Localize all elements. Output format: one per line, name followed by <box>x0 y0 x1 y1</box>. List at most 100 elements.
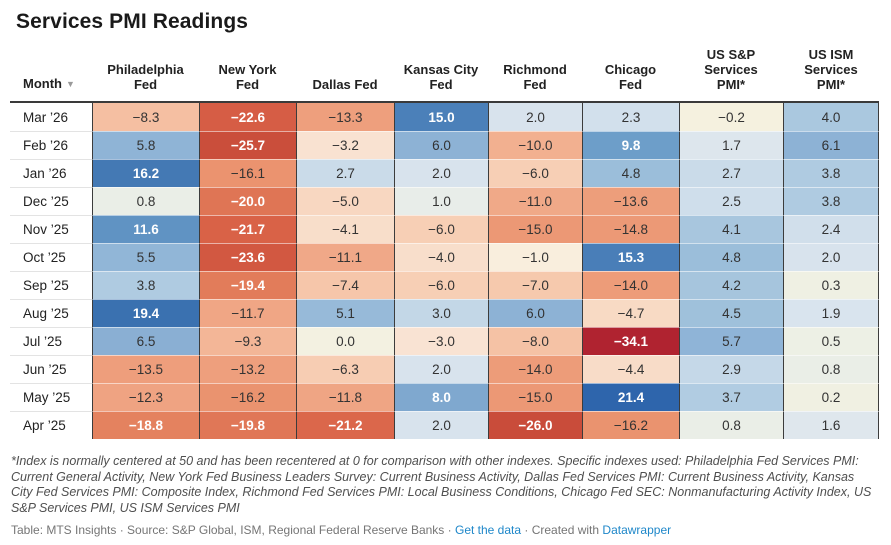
pmi-cell: 0.3 <box>783 271 879 299</box>
pmi-cell: −21.7 <box>199 215 296 243</box>
pmi-cell: 11.6 <box>92 215 199 243</box>
pmi-cell: −23.6 <box>199 243 296 271</box>
pmi-cell: −19.4 <box>199 271 296 299</box>
month-cell: Oct ’25 <box>10 243 92 271</box>
pmi-cell: −13.6 <box>582 187 679 215</box>
header-row: Month ▼ Philadelphia Fed New York Fed Dallas… <box>10 47 879 103</box>
pmi-cell: −13.5 <box>92 355 199 383</box>
pmi-cell: 2.3 <box>582 103 679 131</box>
pmi-cell: −21.2 <box>296 411 394 439</box>
services-pmi-table: Month ▼ Philadelphia Fed New York Fed Dallas… <box>10 47 879 439</box>
pmi-cell: 6.1 <box>783 131 879 159</box>
table-row: Apr ’25 −18.8 −19.8 −21.2 2.0 −26.0 −16.2 0.8 1.… <box>10 411 879 439</box>
pmi-cell: 3.7 <box>679 383 783 411</box>
pmi-cell: −13.3 <box>296 103 394 131</box>
pmi-cell: −22.6 <box>199 103 296 131</box>
pmi-cell: −3.0 <box>394 327 488 355</box>
pmi-cell: 5.8 <box>92 131 199 159</box>
table-row: Jun ’25 −13.5 −13.2 −6.3 2.0 −14.0 −4.4 2.9 0.8 <box>10 355 879 383</box>
pmi-cell: 19.4 <box>92 299 199 327</box>
pmi-cell: 4.8 <box>679 243 783 271</box>
pmi-cell: 2.4 <box>783 215 879 243</box>
created-with-text: · Created with <box>521 523 603 537</box>
pmi-cell: −3.2 <box>296 131 394 159</box>
column-header-month[interactable]: Month ▼ <box>10 47 92 103</box>
pmi-cell: −6.0 <box>488 159 582 187</box>
pmi-cell: −20.0 <box>199 187 296 215</box>
pmi-cell: 3.8 <box>92 271 199 299</box>
pmi-cell: −4.4 <box>582 355 679 383</box>
pmi-cell: 1.9 <box>783 299 879 327</box>
column-header-new-york-fed[interactable]: New York Fed <box>199 47 296 103</box>
pmi-cell: 0.8 <box>92 187 199 215</box>
pmi-cell: 6.0 <box>488 299 582 327</box>
pmi-cell: 9.8 <box>582 131 679 159</box>
month-cell: May ’25 <box>10 383 92 411</box>
pmi-cell: −6.0 <box>394 271 488 299</box>
month-cell: Feb ’26 <box>10 131 92 159</box>
datawrapper-link[interactable]: Datawrapper <box>602 523 672 537</box>
pmi-cell: −4.0 <box>394 243 488 271</box>
pmi-cell: −4.7 <box>582 299 679 327</box>
pmi-cell: 0.2 <box>783 383 879 411</box>
column-header-chicago-fed[interactable]: Chicago Fed <box>582 47 679 103</box>
pmi-cell: 2.7 <box>296 159 394 187</box>
column-header-philadelphia-fed[interactable]: Philadelphia Fed <box>92 47 199 103</box>
pmi-cell: 0.8 <box>783 355 879 383</box>
table-body: Mar ’26 −8.3 −22.6 −13.3 15.0 2.0 2.3 −0.2 4.0 Fe… <box>10 103 879 439</box>
pmi-cell: 1.0 <box>394 187 488 215</box>
pmi-cell: −11.7 <box>199 299 296 327</box>
pmi-cell: −10.0 <box>488 131 582 159</box>
month-cell: Jan ’26 <box>10 159 92 187</box>
page-title: Services PMI Readings <box>16 10 249 33</box>
month-cell: Apr ’25 <box>10 411 92 439</box>
column-header-kansas-city-fed[interactable]: Kansas City Fed <box>394 47 488 103</box>
pmi-cell: −13.2 <box>199 355 296 383</box>
pmi-cell: −9.3 <box>199 327 296 355</box>
get-the-data-link[interactable]: Get the data <box>454 523 522 537</box>
month-cell: Nov ’25 <box>10 215 92 243</box>
pmi-cell: 4.8 <box>582 159 679 187</box>
pmi-cell: 1.6 <box>783 411 879 439</box>
pmi-cell: 15.0 <box>394 103 488 131</box>
pmi-cell: 2.0 <box>394 355 488 383</box>
pmi-cell: 0.8 <box>679 411 783 439</box>
pmi-cell: 6.5 <box>92 327 199 355</box>
table-row: Jul ’25 6.5 −9.3 0.0 −3.0 −8.0 −34.1 5.7 0.5 <box>10 327 879 355</box>
column-header-us-s-p-services-pmi[interactable]: US S&P Services PMI* <box>679 47 783 103</box>
month-header-label: Month <box>23 76 62 91</box>
pmi-cell: 2.0 <box>394 159 488 187</box>
pmi-cell: 2.9 <box>679 355 783 383</box>
pmi-cell: −19.8 <box>199 411 296 439</box>
pmi-cell: −11.8 <box>296 383 394 411</box>
pmi-cell: −7.0 <box>488 271 582 299</box>
month-cell: Jun ’25 <box>10 355 92 383</box>
attribution-text: Table: MTS Insights · Source: S&P Global… <box>11 523 455 537</box>
table-row: Dec ’25 0.8 −20.0 −5.0 1.0 −11.0 −13.6 2.5 3.8 <box>10 187 879 215</box>
pmi-cell: 4.5 <box>679 299 783 327</box>
column-header-dallas-fed[interactable]: Dallas Fed <box>296 47 394 103</box>
pmi-cell: −15.0 <box>488 383 582 411</box>
pmi-cell: −16.2 <box>199 383 296 411</box>
pmi-cell: 4.0 <box>783 103 879 131</box>
pmi-cell: 0.0 <box>296 327 394 355</box>
pmi-cell: −5.0 <box>296 187 394 215</box>
pmi-cell: −26.0 <box>488 411 582 439</box>
table-row: May ’25 −12.3 −16.2 −11.8 8.0 −15.0 21.4 3.7 0.2 <box>10 383 879 411</box>
pmi-cell: 6.0 <box>394 131 488 159</box>
pmi-cell: −6.0 <box>394 215 488 243</box>
pmi-cell: −11.0 <box>488 187 582 215</box>
attribution-line: Table: MTS Insights · Source: S&P Global… <box>11 523 880 538</box>
pmi-cell: 3.8 <box>783 187 879 215</box>
pmi-cell: −6.3 <box>296 355 394 383</box>
pmi-cell: 8.0 <box>394 383 488 411</box>
column-header-richmond-fed[interactable]: Richmond Fed <box>488 47 582 103</box>
pmi-cell: 15.3 <box>582 243 679 271</box>
pmi-cell: 0.5 <box>783 327 879 355</box>
pmi-cell: 3.0 <box>394 299 488 327</box>
pmi-cell: −14.0 <box>488 355 582 383</box>
pmi-cell: 5.1 <box>296 299 394 327</box>
pmi-cell: 2.0 <box>783 243 879 271</box>
column-header-us-ism-services-pmi[interactable]: US ISM Services PMI* <box>783 47 879 103</box>
